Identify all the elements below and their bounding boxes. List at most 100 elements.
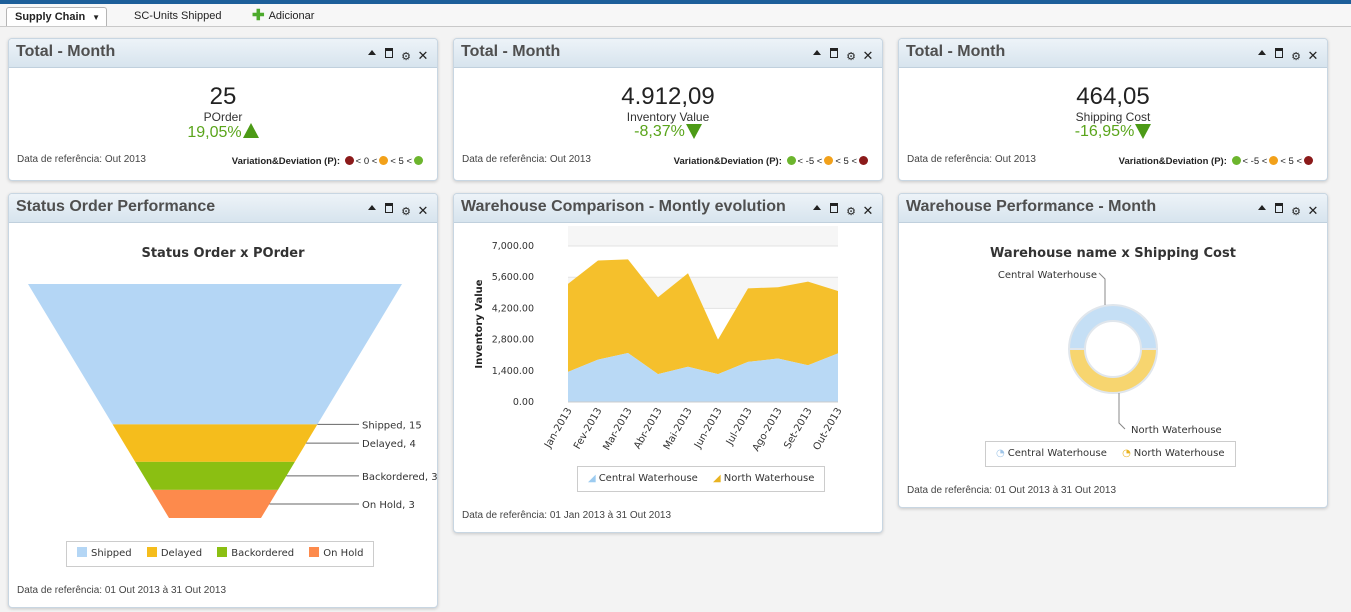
chevron-down-icon[interactable]: ▼ bbox=[92, 13, 100, 22]
variation-legend: Variation&Deviation (P): < 0 < < 5 < bbox=[232, 156, 425, 167]
gear-icon[interactable]: ⚙ bbox=[1291, 205, 1301, 218]
area-panel: Warehouse Comparison - Montly evolution … bbox=[453, 193, 883, 533]
area-series-north-waterhouse bbox=[568, 259, 838, 375]
legend-item-backordered[interactable]: Backordered bbox=[217, 542, 294, 566]
plot-band bbox=[568, 226, 838, 246]
data-label: Central Waterhouse bbox=[998, 270, 1097, 281]
legend-label: Backordered bbox=[231, 548, 295, 559]
chart-title: Warehouse name x Shipping Cost bbox=[990, 246, 1236, 261]
gear-icon[interactable]: ⚙ bbox=[846, 50, 856, 63]
panel-controls: ⚙ ✕ bbox=[1251, 45, 1319, 64]
collapse-icon[interactable] bbox=[811, 201, 823, 215]
data-label: Delayed, 4 bbox=[362, 439, 416, 450]
gear-icon[interactable]: ⚙ bbox=[401, 50, 411, 63]
add-tab-label: Adicionar bbox=[268, 10, 315, 22]
kpi-panel-shipping-cost: Total - Month ⚙ ✕ 464,05 Shipping Cost -1… bbox=[898, 38, 1328, 181]
x-tick-label: Mai-2013 bbox=[662, 406, 695, 452]
panel-controls: ⚙ ✕ bbox=[806, 45, 874, 64]
legend-swatch bbox=[217, 547, 228, 557]
x-tick-label: Mar-2013 bbox=[601, 406, 634, 452]
x-tick-label: Out-2013 bbox=[811, 406, 844, 452]
donut-panel: Warehouse Performance - Month ⚙ ✕ Warehou… bbox=[898, 193, 1328, 508]
funnel-segment-on-hold bbox=[152, 489, 278, 518]
y-tick-label: 1,400.00 bbox=[492, 366, 534, 377]
kpi-panel-porder: Total - Month ⚙ ✕ 25 POrder 19,05% Data d… bbox=[8, 38, 438, 181]
close-icon[interactable]: ✕ bbox=[862, 49, 874, 64]
legend-item-shipped[interactable]: Shipped bbox=[77, 542, 132, 566]
kpi-variation: -8,37% bbox=[454, 123, 882, 141]
legend-label: Delayed bbox=[160, 548, 203, 559]
plus-icon: ✚ bbox=[252, 7, 265, 24]
collapse-icon[interactable] bbox=[1256, 46, 1268, 60]
x-tick-label: Set-2013 bbox=[782, 406, 814, 451]
maximize-icon[interactable] bbox=[828, 46, 840, 60]
legend-item-central-waterhouse[interactable]: ◢ Central Waterhouse bbox=[588, 467, 698, 491]
area-chart: 0.00 1,400.00 2,800.00 4,200.00 5,600.00 7,00… bbox=[474, 226, 845, 454]
legend-item-central-waterhouse[interactable]: ◔ Central Waterhouse bbox=[996, 442, 1107, 466]
legend-item-north-waterhouse[interactable]: ◢ North Waterhouse bbox=[713, 467, 814, 491]
legend-threshold: < 5 bbox=[1280, 156, 1294, 167]
close-icon[interactable]: ✕ bbox=[862, 204, 874, 219]
legend-threshold: < 5 bbox=[390, 156, 404, 167]
donut-chart: Central Waterhouse North Waterhouse bbox=[998, 270, 1222, 436]
panel-title: Warehouse Comparison - Montly evolution bbox=[461, 198, 786, 215]
funnel-panel: Status Order Performance ⚙ ✕ Status Order… bbox=[8, 193, 438, 608]
y-tick-label: 2,800.00 bbox=[492, 335, 534, 346]
y-tick-label: 0.00 bbox=[513, 397, 534, 408]
gear-icon[interactable]: ⚙ bbox=[846, 205, 856, 218]
tab-supply-chain[interactable]: Supply Chain ▼ bbox=[6, 7, 107, 26]
collapse-icon[interactable] bbox=[366, 201, 378, 215]
tab-label: Supply Chain bbox=[15, 11, 86, 23]
panel-title: Total - Month bbox=[906, 43, 1006, 60]
legend-label: Central Waterhouse bbox=[598, 473, 698, 484]
collapse-icon[interactable] bbox=[811, 46, 823, 60]
variation-legend: Variation&Deviation (P): < -5 < < 5 < bbox=[674, 156, 870, 167]
maximize-icon[interactable] bbox=[383, 46, 395, 60]
collapse-icon[interactable] bbox=[366, 46, 378, 60]
maximize-icon[interactable] bbox=[1273, 46, 1285, 60]
trend-up-icon bbox=[242, 123, 259, 138]
data-label: On Hold, 3 bbox=[362, 500, 415, 511]
legend-swatch bbox=[309, 547, 320, 557]
x-tick-label: Ago-2013 bbox=[751, 406, 785, 454]
collapse-icon[interactable] bbox=[1256, 201, 1268, 215]
donut-slice-central-waterhouse bbox=[1067, 304, 1159, 350]
kpi-panel-inventory-value: Total - Month ⚙ ✕ 4.912,09 Inventory Valu… bbox=[453, 38, 883, 181]
panel-title: Status Order Performance bbox=[16, 198, 216, 215]
area-legend: ◢ Central Waterhouse ◢ North Waterhouse bbox=[577, 466, 826, 492]
panel-header: Total - Month ⚙ ✕ bbox=[899, 39, 1327, 68]
trend-down-icon bbox=[1135, 124, 1152, 139]
legend-threshold: < -5 bbox=[1242, 156, 1260, 167]
close-icon[interactable]: ✕ bbox=[417, 49, 429, 64]
kpi-label: POrder bbox=[203, 110, 243, 124]
maximize-icon[interactable] bbox=[383, 201, 395, 215]
panel-controls: ⚙ ✕ bbox=[1251, 200, 1319, 219]
gear-icon[interactable]: ⚙ bbox=[1291, 50, 1301, 63]
data-label: Backordered, 3 bbox=[362, 472, 437, 483]
maximize-icon[interactable] bbox=[828, 201, 840, 215]
kpi-variation-value: 19,05% bbox=[187, 124, 242, 141]
close-icon[interactable]: ✕ bbox=[417, 204, 429, 219]
reference-date: Data de referência: 01 Out 2013 à 31 Out… bbox=[17, 585, 227, 596]
close-icon[interactable]: ✕ bbox=[1307, 49, 1319, 64]
maximize-icon[interactable] bbox=[1273, 201, 1285, 215]
area-series-icon: ◢ bbox=[713, 473, 721, 484]
gear-icon[interactable]: ⚙ bbox=[401, 205, 411, 218]
funnel-chart: Shipped, 15 Delayed, 4 Backordered, 3 On Ho… bbox=[28, 284, 437, 518]
legend-item-delayed[interactable]: Delayed bbox=[146, 542, 203, 566]
x-tick-label: Jun-2013 bbox=[692, 406, 724, 451]
tab-label: SC-Units Shipped bbox=[134, 10, 222, 22]
legend-label: North Waterhouse bbox=[723, 473, 815, 484]
add-tab-button[interactable]: ✚ Adicionar bbox=[252, 7, 314, 26]
legend-label: On Hold bbox=[323, 548, 364, 559]
reference-date: Data de referência: 01 Out 2013 à 31 Out… bbox=[907, 485, 1117, 496]
panel-title: Warehouse Performance - Month bbox=[906, 198, 1157, 215]
status-dot-icon bbox=[824, 156, 834, 165]
close-icon[interactable]: ✕ bbox=[1307, 204, 1319, 219]
legend-item-on-hold[interactable]: On Hold bbox=[309, 542, 363, 566]
x-tick-label: Fev-2013 bbox=[572, 406, 605, 451]
panel-header: Status Order Performance ⚙ ✕ bbox=[9, 194, 437, 223]
legend-item-north-waterhouse[interactable]: ◔ North Waterhouse bbox=[1122, 442, 1224, 466]
tab-sc-units-shipped[interactable]: SC-Units Shipped bbox=[134, 7, 221, 26]
status-dot-icon bbox=[859, 156, 868, 165]
